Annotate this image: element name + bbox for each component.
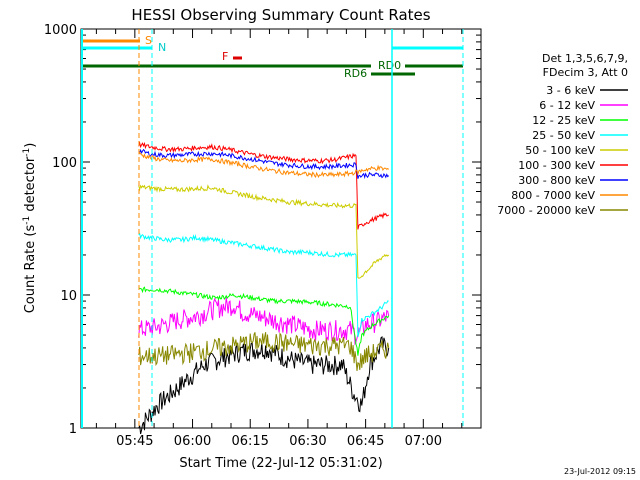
y-tick-label: 1 <box>69 422 77 437</box>
chart-title: HESSI Observing Summary Count Rates <box>131 6 430 24</box>
legend-title-1: Det 1,3,5,6,7,9, <box>542 52 628 65</box>
y-axis-label-main: Count Rate (s <box>23 225 38 314</box>
s-flag-label: S <box>145 34 152 47</box>
legend-label: 12 - 25 keV <box>532 114 595 127</box>
x-axis-ticks: 05:45 06:00 06:15 06:30 06:45 07:00 <box>95 29 482 449</box>
legend-label: 100 - 300 keV <box>518 159 595 172</box>
flag-layer: S N F RD0 RD6 <box>81 29 464 428</box>
legend-label: 6 - 12 keV <box>539 99 595 112</box>
n-flag-label: N <box>158 41 166 54</box>
x-tick-label: 06:00 <box>174 434 211 449</box>
legend-label: 3 - 6 keV <box>546 84 595 97</box>
y-tick-label: 10 <box>60 289 77 304</box>
rd6-label: RD6 <box>344 67 367 80</box>
legend-label: 7000 - 20000 keV <box>497 204 595 217</box>
x-tick-label: 06:30 <box>289 434 326 449</box>
series-line <box>138 184 390 279</box>
y-axis-label-sup2: -1 <box>22 148 32 157</box>
legend-entries: 3 - 6 keV 6 - 12 keV 12 - 25 keV 25 - 50 ke… <box>497 84 628 217</box>
legend-title-2: FDecim 3, Att 0 <box>543 66 628 79</box>
x-tick-label: 05:45 <box>116 434 153 449</box>
y-axis-label-end: ) <box>23 143 38 148</box>
y-tick-label: 100 <box>52 156 77 171</box>
series-layer <box>138 141 390 435</box>
series-line <box>138 336 390 435</box>
series-line <box>138 141 390 230</box>
y-tick-label: 1000 <box>44 23 77 38</box>
y-axis-label-sup1: -1 <box>22 216 32 225</box>
series-line <box>138 151 390 179</box>
legend: Det 1,3,5,6,7,9, FDecim 3, Att 0 3 - 6 k… <box>497 52 628 217</box>
rd0-label: RD0 <box>378 59 401 72</box>
series-line <box>138 286 390 356</box>
x-axis-label: Start Time (22-Jul-12 05:31:02) <box>179 456 382 471</box>
series-line <box>138 332 390 372</box>
x-tick-label: 06:45 <box>347 434 384 449</box>
series-line <box>138 297 390 346</box>
footer-date: 23-Jul-2012 09:15 <box>564 467 636 476</box>
legend-label: 300 - 800 keV <box>518 174 595 187</box>
legend-label: 50 - 100 keV <box>525 144 595 157</box>
y-axis-label-mid: detector <box>23 156 38 216</box>
plot-frame <box>80 28 482 429</box>
y-axis-ticks: 1 10 100 1000 <box>44 23 481 437</box>
series-line <box>138 232 389 338</box>
f-flag-label: F <box>222 50 228 63</box>
legend-label: 800 - 7000 keV <box>511 189 595 202</box>
series-line <box>138 148 390 180</box>
y-axis-label: Count Rate (s-1 detector-1) <box>22 143 38 314</box>
legend-label: 25 - 50 keV <box>532 129 595 142</box>
x-tick-label: 06:15 <box>231 434 268 449</box>
x-tick-label: 07:00 <box>405 434 442 449</box>
